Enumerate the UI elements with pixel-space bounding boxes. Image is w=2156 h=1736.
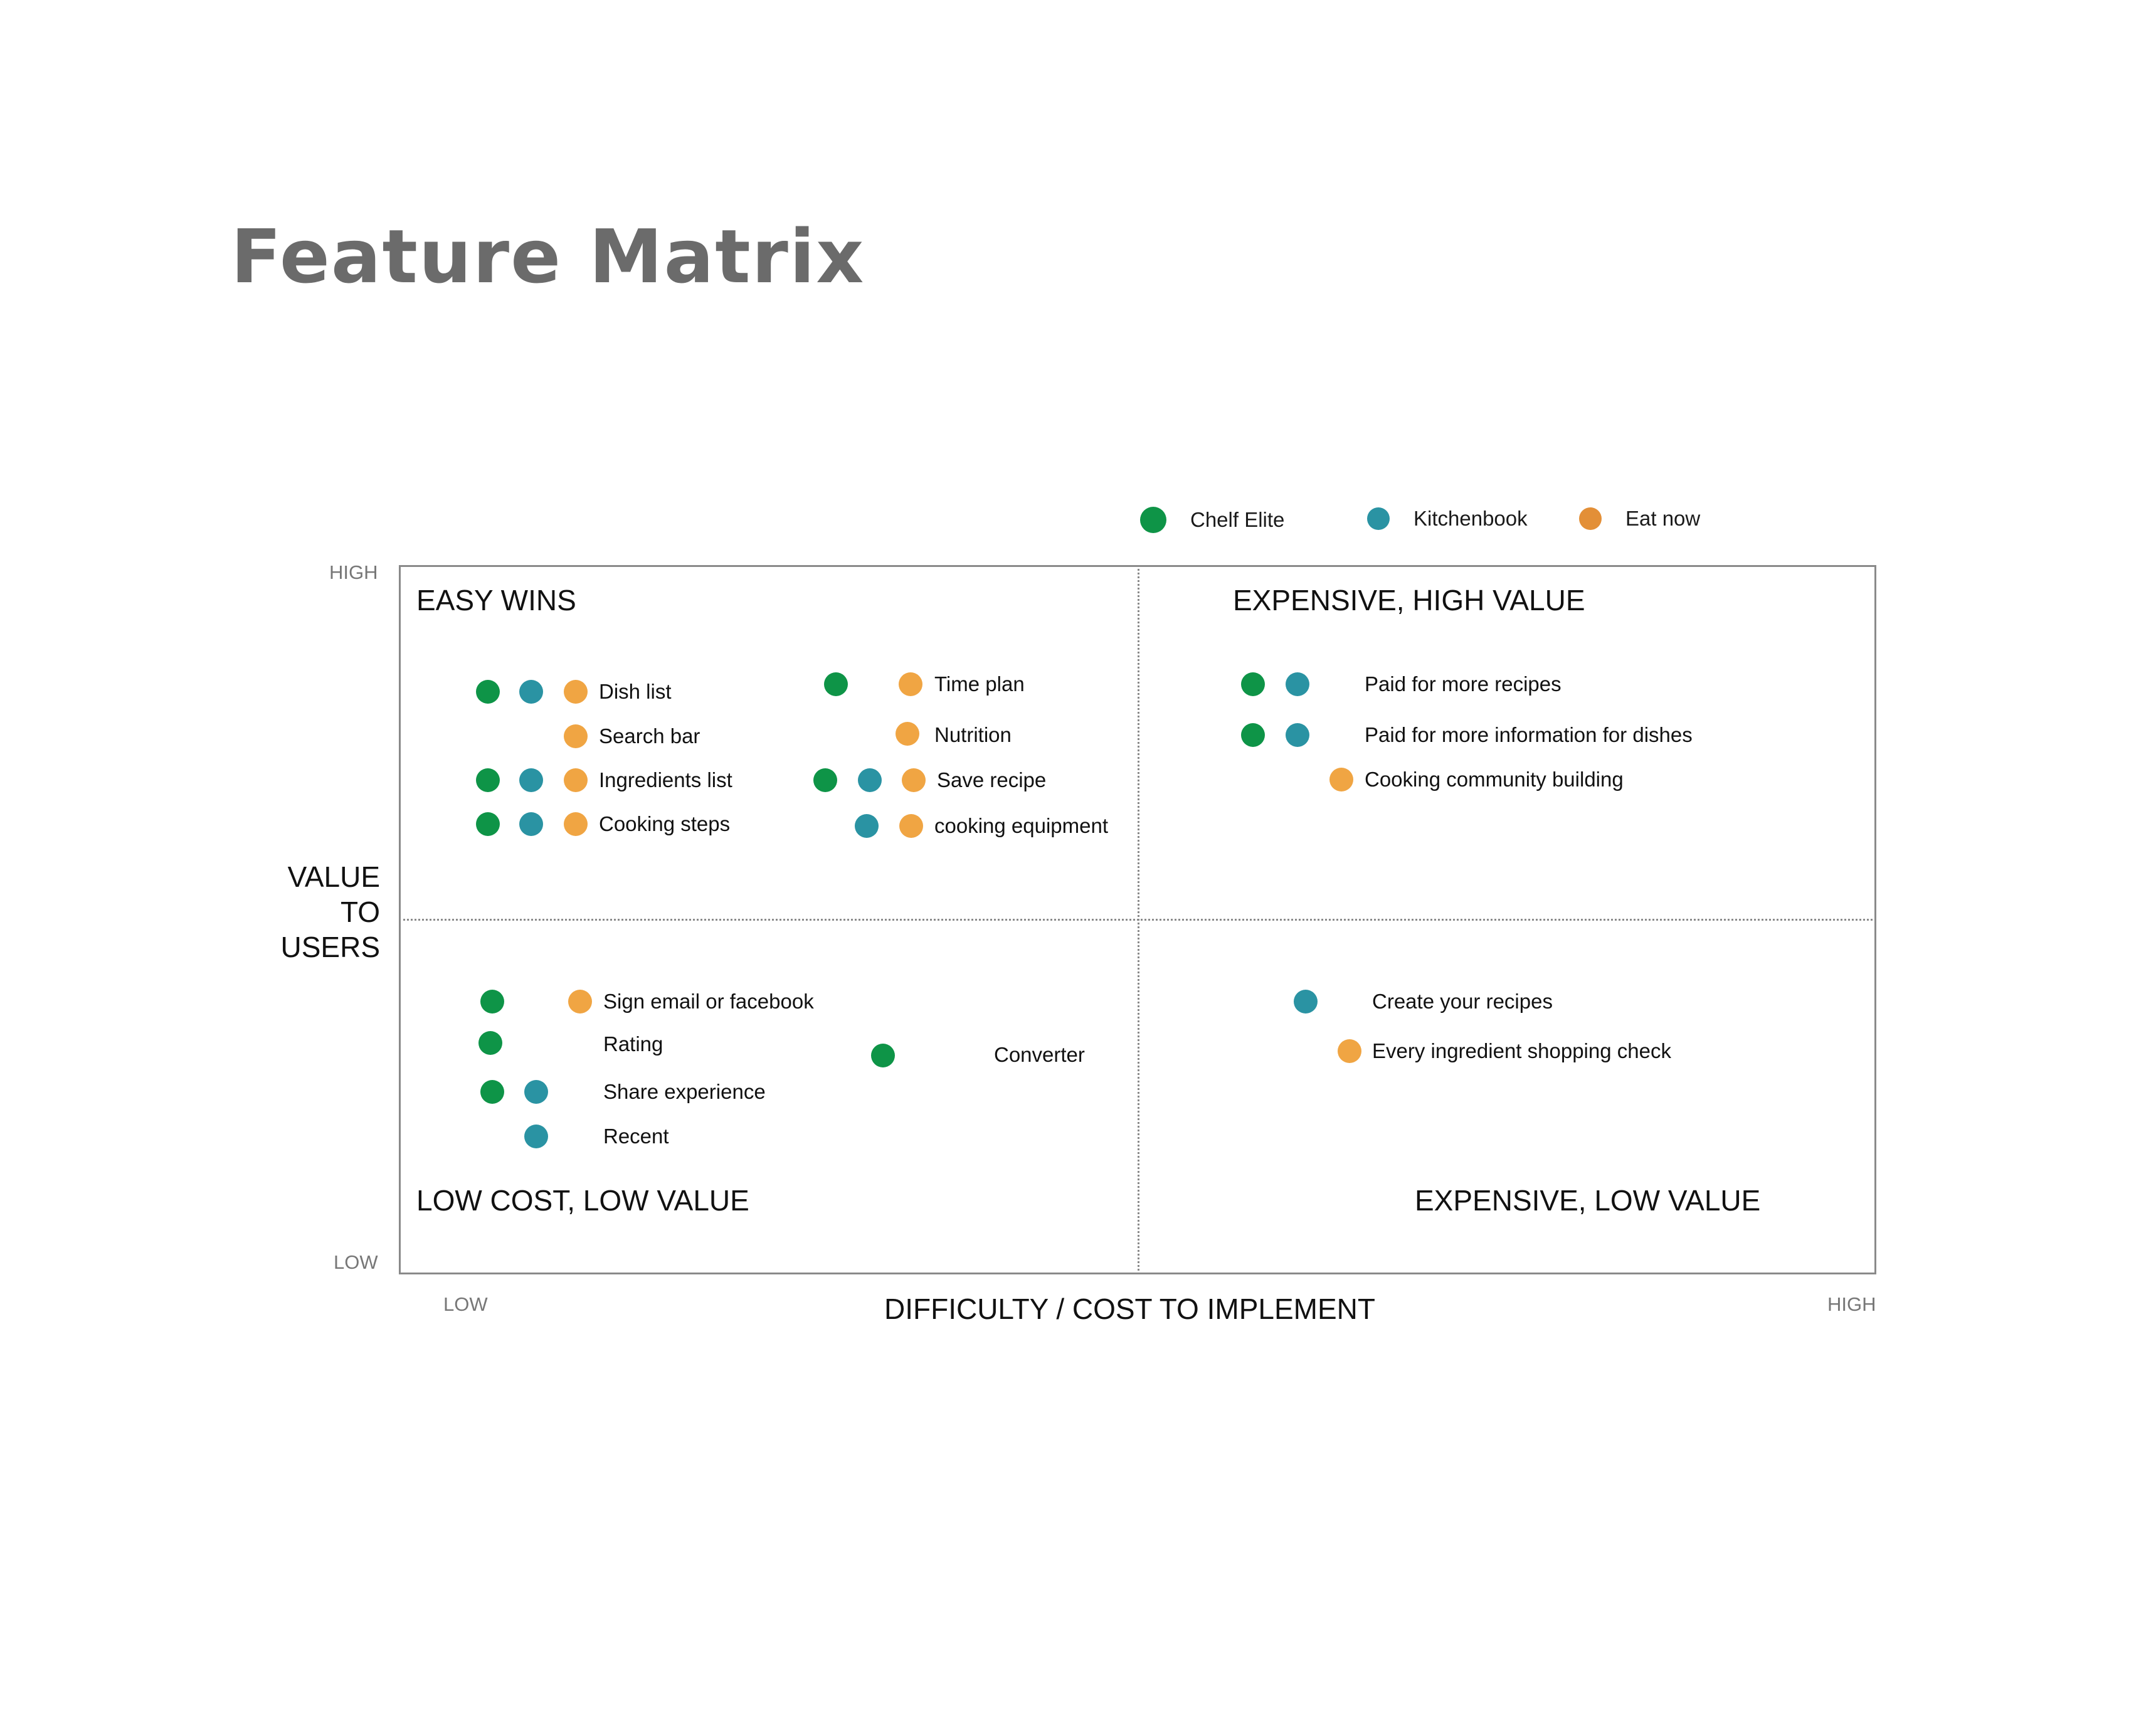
feature-label: Paid for more information for dishes (1365, 723, 1693, 746)
legend-item-kitchenbook: Kitchenbook (1367, 507, 1528, 531)
feature-label: Every ingredient shopping check (1372, 1039, 1671, 1062)
feature-dot-kitchenbook (519, 768, 543, 792)
legend-dot-eat-now (1579, 507, 1602, 530)
feature-dot-eat-now (564, 768, 588, 792)
feature-label: Nutrition (934, 723, 1012, 746)
legend-item-eat-now: Eat now (1579, 507, 1700, 531)
feature-dot-kitchenbook (1286, 723, 1309, 747)
feature-label: Time plan (934, 672, 1025, 696)
feature-dot-eat-now (564, 680, 588, 704)
feature-label: Ingredients list (599, 768, 732, 791)
feature-dot-chelf-elite (480, 1080, 504, 1104)
feature-dot-eat-now (568, 990, 592, 1014)
feature-dot-eat-now (902, 768, 926, 792)
feature-dot-chelf-elite (480, 990, 504, 1014)
feature-label: Converter (994, 1043, 1085, 1066)
y-axis-low: LOW (334, 1251, 378, 1273)
feature-label: cooking equipment (934, 814, 1109, 837)
x-axis-low: LOW (443, 1293, 488, 1315)
feature-label: Share experience (603, 1080, 766, 1103)
feature-label: Rating (603, 1032, 663, 1056)
feature-dot-eat-now (896, 722, 919, 746)
feature-label: Save recipe (937, 768, 1047, 791)
feature-label: Search bar (599, 724, 700, 748)
feature-label: Cooking steps (599, 812, 731, 835)
feature-dot-eat-now (1338, 1039, 1361, 1063)
y-axis-label-line: USERS (280, 931, 380, 963)
feature-label: Cooking community building (1365, 768, 1624, 791)
y-axis-label-line: VALUE (287, 860, 380, 893)
feature-dot-eat-now (899, 814, 923, 838)
feature-dot-chelf-elite (1241, 723, 1265, 747)
x-axis-label: DIFFICULTY / COST TO IMPLEMENT (884, 1293, 1375, 1325)
feature-dot-chelf-elite (478, 1031, 502, 1055)
feature-label: Paid for more recipes (1365, 672, 1562, 696)
x-axis-high: HIGH (1827, 1293, 1876, 1315)
feature-dot-kitchenbook (524, 1125, 548, 1148)
feature-dot-eat-now (564, 812, 588, 836)
legend-label-chelf-elite: Chelf Elite (1190, 508, 1285, 531)
legend-item-chelf-elite: Chelf Elite (1140, 507, 1284, 533)
feature-dot-kitchenbook (1286, 672, 1309, 696)
feature-label: Create your recipes (1372, 990, 1553, 1013)
quadrant-title-expensive-low-value: EXPENSIVE, LOW VALUE (1415, 1184, 1761, 1217)
feature-label: Dish list (599, 680, 672, 703)
feature-label: Sign email or facebook (603, 990, 814, 1013)
feature-dot-chelf-elite (813, 768, 837, 792)
legend-dot-chelf-elite (1140, 507, 1166, 533)
feature-dot-chelf-elite (476, 680, 500, 704)
y-axis-label-line: TO (340, 896, 380, 928)
feature-dot-chelf-elite (824, 672, 848, 696)
feature-dot-kitchenbook (858, 768, 882, 792)
feature-dot-chelf-elite (1241, 672, 1265, 696)
legend-label-eat-now: Eat now (1625, 507, 1701, 530)
feature-dot-kitchenbook (855, 814, 879, 838)
quadrant-title-easy-wins: EASY WINS (416, 584, 576, 617)
legend-label-kitchenbook: Kitchenbook (1414, 507, 1528, 530)
feature-dot-eat-now (564, 724, 588, 748)
legend-dot-kitchenbook (1367, 507, 1390, 530)
feature-dot-kitchenbook (519, 680, 543, 704)
feature-dot-eat-now (1329, 768, 1353, 791)
y-axis-label: VALUE TO USERS (281, 859, 380, 965)
page-title: Feature Matrix (231, 213, 865, 300)
y-axis-high: HIGH (329, 561, 378, 583)
quadrant-title-expensive-high-value: EXPENSIVE, HIGH VALUE (1233, 584, 1585, 617)
horizontal-divider (399, 919, 1876, 921)
feature-dot-kitchenbook (519, 812, 543, 836)
feature-dot-chelf-elite (476, 812, 500, 836)
feature-dot-chelf-elite (476, 768, 500, 792)
feature-dot-eat-now (899, 672, 922, 696)
feature-label: Recent (603, 1125, 669, 1148)
feature-dot-chelf-elite (871, 1044, 895, 1067)
feature-dot-kitchenbook (524, 1080, 548, 1104)
feature-dot-kitchenbook (1294, 990, 1318, 1014)
quadrant-title-low-cost-low-value: LOW COST, LOW VALUE (416, 1184, 749, 1217)
